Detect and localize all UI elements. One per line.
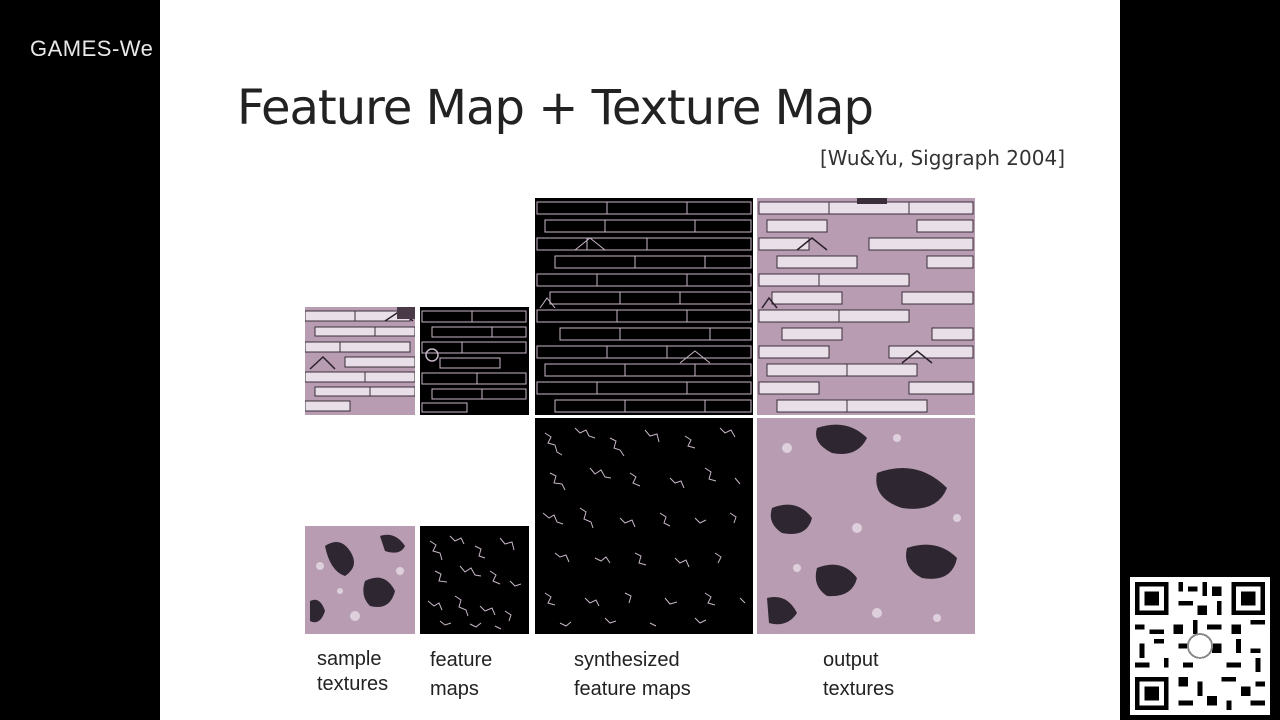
qr-code-icon [1130, 577, 1270, 715]
slide-title: Feature Map + Texture Map [237, 80, 873, 136]
games-watermark: GAMES-We [30, 36, 153, 62]
caption-line: maps [430, 675, 492, 704]
caption-line: feature maps [574, 675, 691, 704]
citation: [Wu&Yu, Siggraph 2004] [820, 146, 1065, 170]
caption-sample-textures: sample textures [317, 645, 388, 699]
caption-line: textures [823, 675, 894, 704]
synthesized-feature-map-brick [535, 198, 753, 415]
caption-line: feature [430, 646, 492, 675]
feature-map-brick [420, 307, 529, 415]
sample-texture-brick [305, 307, 415, 415]
caption-output-textures: output textures [823, 646, 894, 704]
feature-map-leaves [420, 526, 529, 634]
output-texture-leaves [757, 418, 975, 634]
slide: Feature Map + Texture Map [Wu&Yu, Siggra… [160, 0, 1120, 720]
caption-line: output [823, 646, 894, 675]
caption-feature-maps: feature maps [430, 646, 492, 704]
caption-line: textures [317, 670, 388, 699]
output-texture-brick [757, 198, 975, 415]
synthesized-feature-map-leaves [535, 418, 753, 634]
caption-synthesized-feature-maps: synthesized feature maps [574, 646, 691, 704]
caption-line: synthesized [574, 646, 691, 675]
left-letterbox [0, 0, 160, 720]
sample-texture-leaves [305, 526, 415, 634]
